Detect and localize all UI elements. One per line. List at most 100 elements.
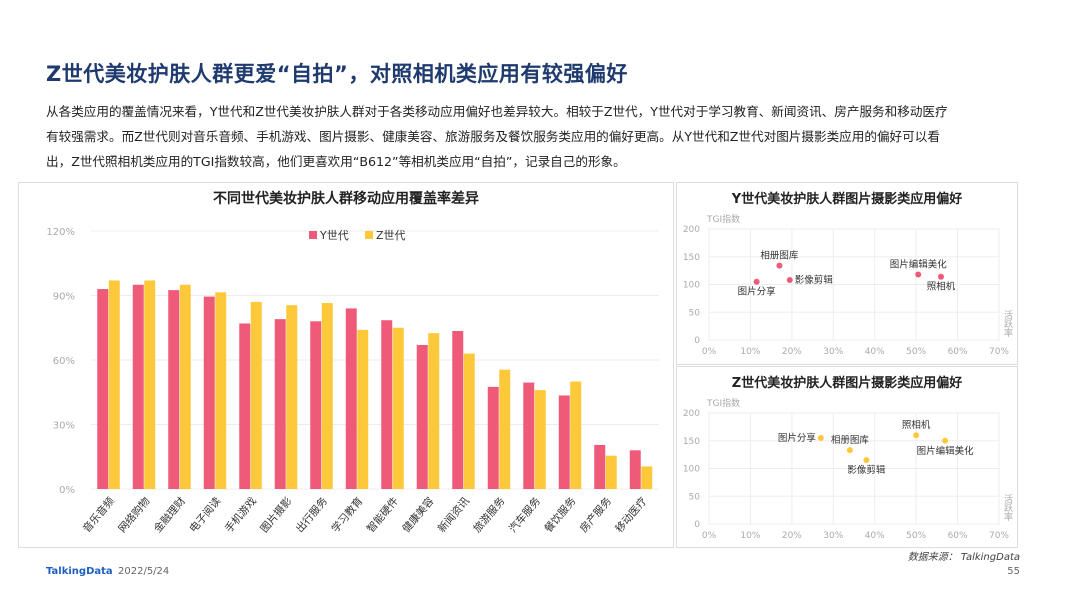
bar-y [629, 450, 641, 489]
y-scatter-y-tick-label: 100 [683, 281, 700, 291]
talkingdata-logo: TalkingData [46, 566, 113, 577]
bar-y [203, 296, 215, 489]
z-scatter-point [913, 432, 920, 439]
bar-x-tick-label: 金融理财 [151, 495, 188, 536]
bar-y [310, 321, 322, 489]
z-scatter-point-label: 照相机 [902, 419, 931, 431]
y-scatter-point-label: 照相机 [927, 281, 956, 293]
bar-x-tick-label: 旅游服务 [471, 494, 508, 535]
bar-x-tick-label: 汽车服务 [506, 494, 543, 535]
y-scatter-y-tick-label: 200 [683, 225, 700, 235]
y-scatter-y-axis-label: TGI指数 [706, 213, 740, 225]
legend-swatch-z [365, 231, 373, 239]
z-scatter-x-tick-label: 50% [906, 531, 926, 541]
bar-y [239, 323, 251, 489]
y-scatter-point [776, 262, 783, 269]
z-scatter-x-tick-label: 0% [702, 531, 717, 541]
bar-x-tick-label: 餐饮服务 [542, 494, 579, 535]
y-scatter-x-tick-label: 50% [906, 347, 926, 357]
y-scatter-x-tick-label: 20% [782, 347, 802, 357]
bar-x-tick-label: 图片摄影 [258, 494, 295, 535]
y-scatter-x-tick-label: 0% [702, 347, 717, 357]
legend-label-z: Z世代 [376, 229, 406, 242]
bar-chart-panel: 不同世代美妆护肤人群移动应用覆盖率差异 0% 30% 60% 90% 120% Y世代 Z世代… [18, 182, 674, 548]
bar-y [132, 284, 144, 489]
bar-x-tick-label: 智能硬件 [364, 495, 401, 536]
z-scatter-point-label: 影像剪辑 [847, 464, 886, 476]
bar-y [523, 382, 535, 489]
z-scatter-point-label: 相册图库 [831, 434, 870, 446]
bar-y-tick-label: 120% [46, 227, 75, 238]
y-scatter-title: Y世代美妆护肤人群图片摄影类应用偏好 [731, 191, 962, 207]
bar-y [381, 320, 393, 489]
page-title: Z世代美妆护肤人群更爱“自拍”，对照相机类应用有较强偏好 [46, 62, 628, 86]
z-scatter-x-tick-label: 20% [782, 531, 802, 541]
bar-z [108, 280, 120, 489]
z-scatter-x-axis-label: 活跃率 [1002, 493, 1013, 522]
y-scatter-x-tick-label: 10% [740, 347, 760, 357]
bar-z [463, 353, 475, 489]
y-scatter-panel: Y世代美妆护肤人群图片摄影类应用偏好 0 50 100 150 200 0% 10% 20% 30… [676, 182, 1018, 365]
y-scatter-point [786, 277, 793, 284]
y-scatter-point-label: 相册图库 [760, 250, 799, 262]
bar-x-tick-label: 电子阅读 [187, 494, 224, 535]
bar-chart: 不同世代美妆护肤人群移动应用覆盖率差异 0% 30% 60% 90% 120% Y世代 Z世代… [46, 190, 659, 536]
y-scatter-x-tick-label: 30% [823, 347, 843, 357]
y-scatter-point [915, 271, 922, 278]
y-scatter-point-label: 图片分享 [738, 286, 776, 298]
bar-y [416, 344, 428, 489]
footer-date: 2022/5/24 [118, 566, 170, 577]
z-scatter-point-label: 图片分享 [778, 432, 816, 444]
z-scatter-point [942, 437, 949, 444]
legend-swatch-y [309, 231, 317, 239]
bar-y [274, 319, 286, 489]
data-source: 数据来源： TalkingData [907, 552, 1020, 563]
y-scatter-x-tick-label: 60% [948, 347, 968, 357]
bar-z [144, 280, 156, 489]
z-scatter-point-label: 图片编辑美化 [917, 445, 975, 457]
z-scatter-panel: Z世代美妆护肤人群图片摄影类应用偏好 0 50 100 150 200 0% 10% 20% 30… [676, 366, 1018, 548]
z-scatter-y-axis-label: TGI指数 [706, 397, 740, 409]
z-scatter-chart: Z世代美妆护肤人群图片摄影类应用偏好 0 50 100 150 200 0% 10% 20% 30… [683, 375, 1013, 541]
y-scatter-y-tick-label: 0 [694, 336, 700, 346]
bar-x-tick-label: 新闻资讯 [435, 494, 472, 535]
bar-z [392, 327, 404, 489]
z-scatter-point [863, 457, 870, 464]
y-scatter-point [938, 273, 944, 280]
z-scatter-y-tick-label: 0 [694, 520, 700, 530]
z-scatter-y-tick-label: 50 [689, 492, 701, 502]
bar-y-tick-label: 60% [53, 356, 75, 367]
z-scatter-point [817, 434, 824, 441]
z-scatter-y-tick-label: 100 [683, 465, 700, 475]
bar-x-tick-label: 出行服务 [293, 494, 330, 535]
bar-z [605, 455, 617, 489]
bar-y [345, 308, 357, 489]
intro-text: 从各类应用的覆盖情况来看，Y世代和Z世代美妆护肤人群对于各类移动应用偏好也差异较… [46, 99, 1036, 174]
bar-z [215, 292, 227, 489]
z-scatter-x-tick-label: 40% [865, 531, 885, 541]
bar-z [179, 284, 191, 489]
bar-x-tick-label: 移动医疗 [613, 494, 650, 535]
intro-line-3: 出，Z世代照相机类应用的TGI指数较高，他们更喜欢用“B612”等相机类应用“自… [46, 154, 626, 169]
y-scatter-x-tick-label: 70% [989, 347, 1009, 357]
bar-y-tick-label: 30% [53, 421, 75, 432]
y-scatter-x-axis-label: 活跃率 [1002, 309, 1013, 338]
y-scatter-point-label: 图片编辑美化 [890, 259, 948, 271]
bar-z [321, 303, 333, 489]
bar-y [487, 386, 499, 489]
y-scatter-y-tick-label: 150 [683, 253, 700, 263]
z-scatter-point [846, 447, 853, 454]
bar-z [641, 466, 653, 489]
bar-x-tick-label: 手机游戏 [222, 494, 259, 535]
bar-x-tick-label: 网络购物 [116, 495, 153, 536]
z-scatter-x-tick-label: 70% [989, 531, 1009, 541]
bar-chart-title: 不同世代美妆护肤人群移动应用覆盖率差异 [213, 190, 479, 207]
z-scatter-y-tick-label: 150 [683, 437, 700, 447]
bar-y [168, 290, 180, 489]
z-scatter-x-tick-label: 30% [823, 531, 843, 541]
legend-label-y: Y世代 [319, 229, 349, 242]
page-number: 55 [1007, 566, 1020, 577]
y-scatter-y-tick-label: 50 [689, 308, 701, 318]
bar-z [534, 390, 546, 489]
y-scatter-chart: Y世代美妆护肤人群图片摄影类应用偏好 0 50 100 150 200 0% 10% 20% 30… [683, 191, 1013, 357]
